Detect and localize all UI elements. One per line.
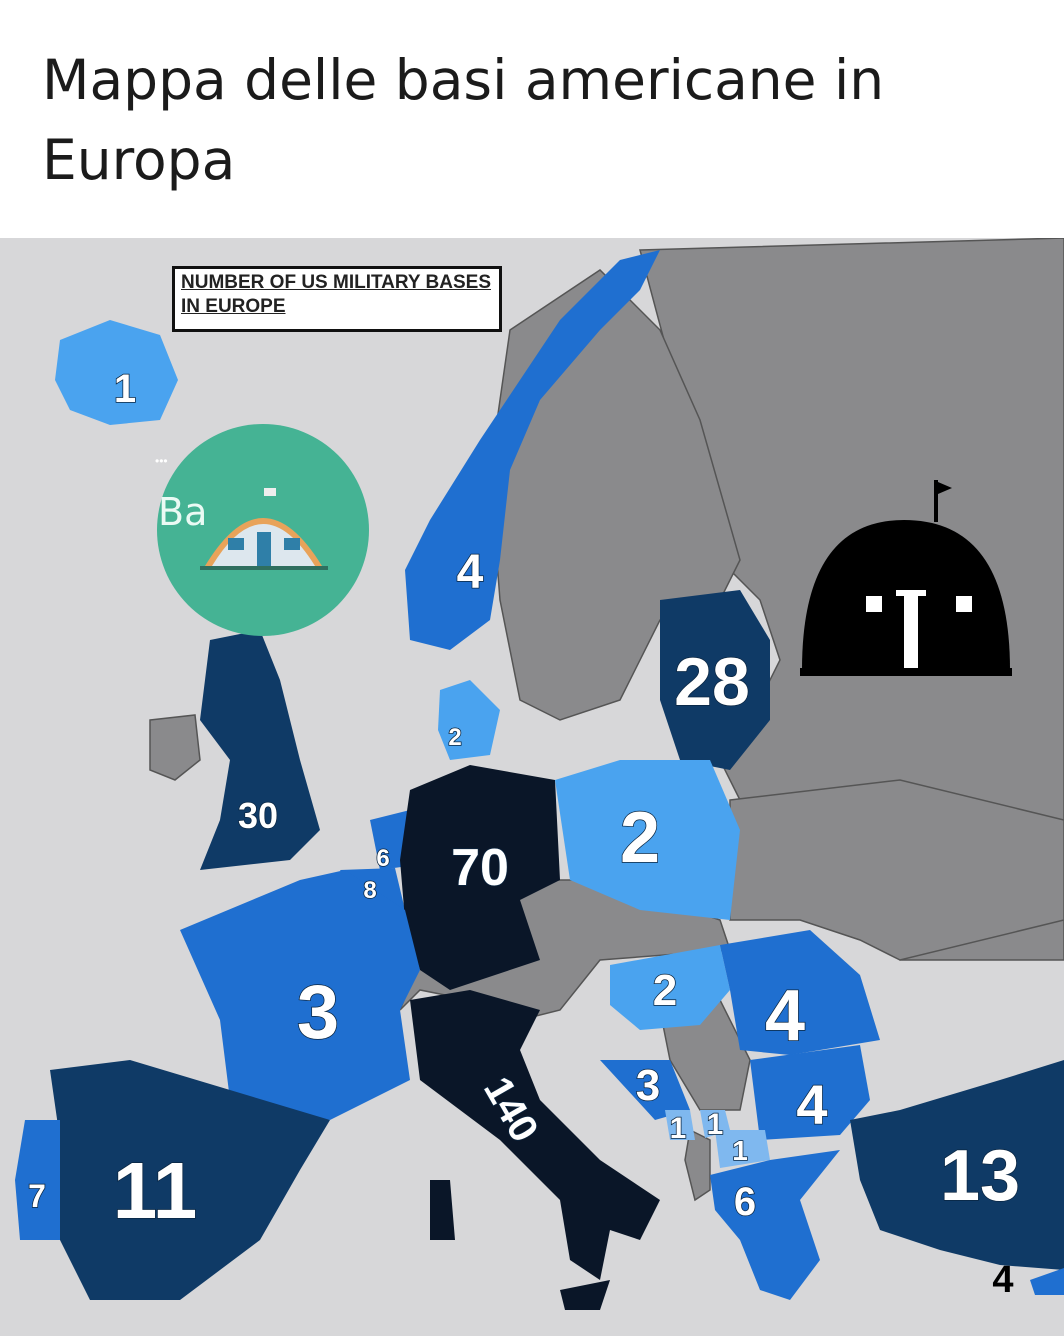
- europe-map: 1 4 28 30 2 6 8 70 2 3 2 4 4 3 1 1 1 6 1…: [0, 238, 1064, 1336]
- label-portugal: 7: [28, 1178, 46, 1214]
- label-romania: 4: [765, 976, 805, 1056]
- country-bosnia: [600, 1060, 690, 1120]
- country-spain: [50, 1060, 330, 1300]
- country-france: [180, 870, 420, 1120]
- quonset-hut-black-icon: [800, 480, 1012, 676]
- map-canvas: 1 4 28 30 2 6 8 70 2 3 2 4 4 3 1 1 1 6 1…: [15, 238, 1064, 1310]
- badge-text: Ba: [158, 490, 207, 534]
- label-greece: 6: [734, 1180, 756, 1224]
- country-turkey: [850, 1060, 1064, 1270]
- legend-title: NUMBER OF US MILITARY BASES IN EUROPE: [172, 266, 502, 332]
- label-norway: 4: [457, 546, 484, 599]
- country-baltics: [660, 590, 770, 770]
- country-montenegro: [665, 1110, 695, 1140]
- country-italy-sicily: [560, 1280, 610, 1310]
- country-portugal: [15, 1120, 60, 1240]
- label-hungary: 2: [653, 966, 677, 1015]
- badge-dots: •••: [155, 454, 168, 468]
- quonset-hut-badge-icon: [157, 424, 369, 636]
- label-denmark: 2: [448, 724, 461, 751]
- country-hungary: [610, 945, 730, 1030]
- land-ireland: [149, 714, 201, 781]
- country-denmark: [438, 680, 500, 760]
- label-bosnia: 3: [636, 1061, 660, 1110]
- label-france: 3: [297, 970, 339, 1055]
- label-uk: 30: [238, 795, 278, 836]
- label-macedonia: 1: [732, 1135, 748, 1166]
- country-macedonia: [715, 1130, 770, 1168]
- label-netherlands: 6: [376, 845, 389, 872]
- land-ukraine: [729, 779, 1064, 961]
- land-albania: [684, 1128, 711, 1202]
- country-cyprus: [1030, 1268, 1064, 1295]
- label-spain: 11: [113, 1146, 198, 1235]
- country-romania: [720, 930, 880, 1055]
- country-poland: [555, 760, 740, 920]
- country-greece: [710, 1150, 840, 1300]
- label-germany: 70: [451, 839, 509, 897]
- label-montenegro: 1: [670, 1112, 687, 1145]
- country-bulgaria: [750, 1045, 870, 1140]
- country-iceland: [55, 320, 178, 425]
- page-title: Mappa delle basi americane in Europa: [42, 48, 885, 192]
- label-baltics: 28: [674, 644, 750, 720]
- label-bulgaria: 4: [796, 1073, 827, 1136]
- label-poland: 2: [620, 798, 660, 878]
- country-italy-sardinia: [430, 1180, 455, 1240]
- country-norway: [405, 250, 660, 650]
- label-turkey: 13: [940, 1136, 1020, 1216]
- country-italy: [410, 990, 660, 1280]
- label-iceland: 1: [114, 367, 136, 411]
- label-cyprus: 4: [992, 1259, 1013, 1301]
- label-belgium: 8: [363, 877, 376, 904]
- country-germany: [400, 765, 560, 990]
- country-uk: [200, 630, 320, 870]
- label-kosovo: 1: [707, 1108, 724, 1141]
